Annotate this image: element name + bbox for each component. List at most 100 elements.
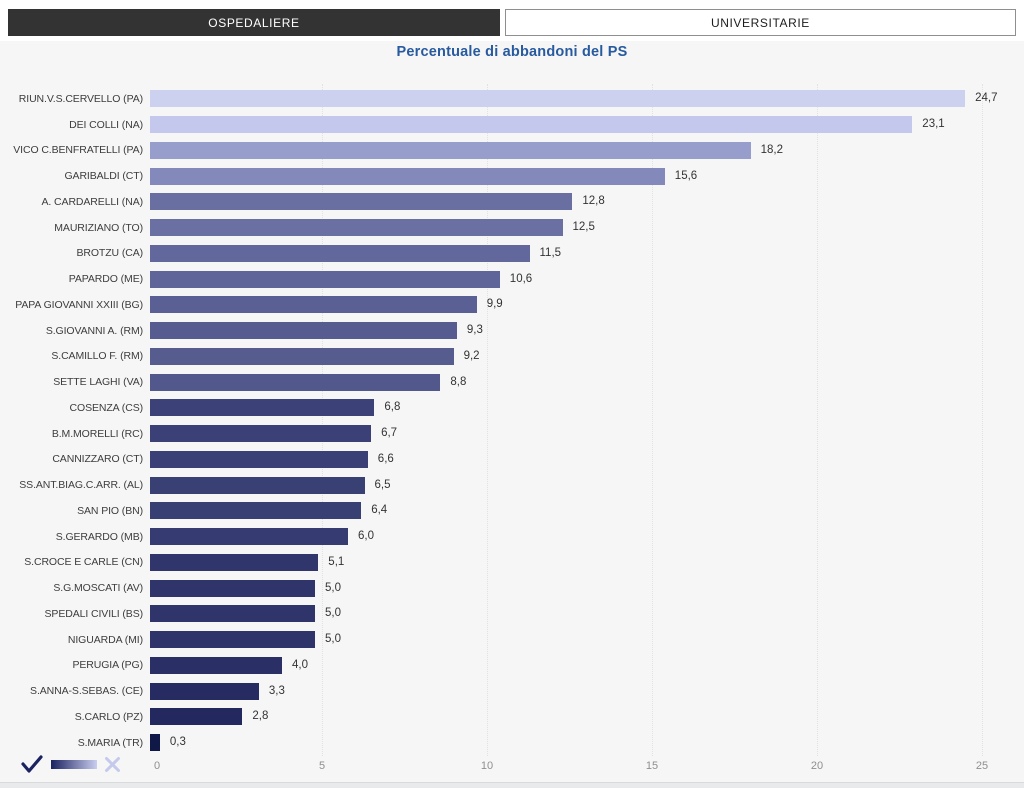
bar[interactable] — [150, 476, 365, 494]
chart-row: S.G.MOSCATI (AV) 5,0 — [0, 575, 1020, 601]
bar[interactable] — [150, 296, 477, 314]
bar[interactable] — [150, 734, 160, 752]
bar[interactable] — [150, 708, 243, 726]
chart-row: S.MARIA (TR) 0,3 — [0, 730, 1020, 756]
category-label: PERUGIA (PG) — [72, 659, 143, 672]
check-icon[interactable] — [20, 754, 44, 774]
chart-row: S.GIOVANNI A. (RM) 9,3 — [0, 318, 1020, 344]
bar[interactable] — [150, 528, 348, 546]
category-label-box: S.CAMILLO F. (RM) — [0, 350, 150, 362]
bar[interactable] — [150, 322, 457, 340]
bar[interactable] — [150, 219, 563, 237]
category-label: MAURIZIANO (TO) — [54, 221, 143, 234]
bar-area: 6,4 — [150, 502, 1020, 520]
chart-row: GARIBALDI (CT) 15,6 — [0, 163, 1020, 189]
bar[interactable] — [150, 270, 500, 288]
category-label-box: RIUN.V.S.CERVELLO (PA) — [0, 93, 150, 105]
bar[interactable] — [150, 116, 913, 134]
bar-area: 11,5 — [150, 244, 1020, 262]
bar[interactable] — [150, 631, 315, 649]
tab-ospedaliere[interactable]: OSPEDALIERE — [8, 9, 500, 36]
bar[interactable] — [150, 502, 362, 520]
bar-area: 9,9 — [150, 296, 1020, 314]
bar[interactable] — [150, 579, 315, 597]
value-label: 12,8 — [582, 195, 605, 208]
bar[interactable] — [150, 373, 441, 391]
axis-tick-label: 20 — [810, 760, 824, 772]
bar[interactable] — [150, 656, 282, 674]
bar[interactable] — [150, 425, 372, 443]
bar[interactable] — [150, 399, 375, 417]
bar-area: 6,5 — [150, 476, 1020, 494]
category-label-box: BROTZU (CA) — [0, 247, 150, 259]
bar[interactable] — [150, 347, 454, 365]
bar[interactable] — [150, 141, 751, 159]
value-label: 5,1 — [328, 555, 345, 568]
axis-tick-label: 0 — [153, 760, 161, 772]
bar[interactable] — [150, 605, 315, 623]
category-label-box: GARIBALDI (CT) — [0, 170, 150, 182]
category-label-box: S.CROCE E CARLE (CN) — [0, 556, 150, 568]
value-label: 9,2 — [463, 349, 480, 362]
value-label: 6,5 — [374, 478, 391, 491]
value-label: 24,7 — [975, 92, 998, 105]
category-label-box: S.GERARDO (MB) — [0, 531, 150, 543]
tab-universitarie[interactable]: UNIVERSITARIE — [504, 9, 1016, 36]
category-label-box: S.ANNA-S.SEBAS. (CE) — [0, 685, 150, 697]
value-label: 2,8 — [252, 710, 269, 723]
category-label: S.GERARDO (MB) — [55, 530, 143, 543]
category-label: S.CROCE E CARLE (CN) — [24, 556, 143, 569]
value-label: 6,6 — [377, 452, 394, 465]
bar[interactable] — [150, 90, 966, 108]
bar-area: 6,0 — [150, 528, 1020, 546]
category-label-box: S.CARLO (PZ) — [0, 711, 150, 723]
close-icon[interactable] — [104, 756, 121, 773]
chart-row: S.ANNA-S.SEBAS. (CE) 3,3 — [0, 678, 1020, 704]
bar-area: 5,1 — [150, 553, 1020, 571]
value-label: 4,0 — [292, 658, 308, 671]
bar[interactable] — [150, 553, 319, 571]
bar[interactable] — [150, 167, 665, 185]
tab-bar: OSPEDALIERE UNIVERSITARIE — [8, 9, 1016, 36]
chart-row: SS.ANT.BIAG.C.ARR. (AL) 6,5 — [0, 472, 1020, 498]
category-label: B.M.MORELLI (RC) — [51, 427, 143, 440]
category-label-box: DEI COLLI (NA) — [0, 119, 150, 131]
bar-rows: RIUN.V.S.CERVELLO (PA) 24,7 DEI COLLI (NA)… — [0, 86, 1020, 756]
chart-row: S.CARLO (PZ) 2,8 — [0, 704, 1020, 730]
chart-row: S.GERARDO (MB) 6,0 — [0, 524, 1020, 550]
bar[interactable] — [150, 682, 259, 700]
value-label: 23,1 — [922, 118, 945, 131]
chart-row: B.M.MORELLI (RC) 6,7 — [0, 421, 1020, 447]
category-label-box: S.MARIA (TR) — [0, 737, 150, 749]
category-label-box: SPEDALI CIVILI (BS) — [0, 608, 150, 620]
bar-area: 2,8 — [150, 708, 1020, 726]
bar[interactable] — [150, 244, 530, 262]
bar-area: 9,2 — [150, 347, 1020, 365]
category-label-box: A. CARDARELLI (NA) — [0, 196, 150, 208]
category-label: SAN PIO (BN) — [77, 504, 143, 517]
axis-tick-label: 15 — [645, 760, 659, 772]
category-label-box: S.G.MOSCATI (AV) — [0, 582, 150, 594]
axis-tick-label: 10 — [480, 760, 494, 772]
bar[interactable] — [150, 193, 573, 211]
category-label: DEI COLLI (NA) — [69, 118, 143, 131]
category-label-box: B.M.MORELLI (RC) — [0, 428, 150, 440]
bar-area: 5,0 — [150, 605, 1020, 623]
chart-row: SPEDALI CIVILI (BS) 5,0 — [0, 601, 1020, 627]
bar-area: 0,3 — [150, 734, 1020, 752]
bar-area: 18,2 — [150, 141, 1020, 159]
chart-row: S.CROCE E CARLE (CN) 5,1 — [0, 550, 1020, 576]
bar-area: 12,8 — [150, 193, 1020, 211]
bar[interactable] — [150, 450, 368, 468]
chart-row: BROTZU (CA) 11,5 — [0, 241, 1020, 267]
chart-row: A. CARDARELLI (NA) 12,8 — [0, 189, 1020, 215]
category-label: BROTZU (CA) — [76, 247, 143, 260]
category-label: S.ANNA-S.SEBAS. (CE) — [30, 685, 143, 698]
chart-row: SETTE LAGHI (VA) 8,8 — [0, 369, 1020, 395]
value-label: 6,8 — [384, 401, 401, 414]
value-label: 8,8 — [450, 375, 467, 388]
category-label-box: S.GIOVANNI A. (RM) — [0, 325, 150, 337]
chart-row: S.CAMILLO F. (RM) 9,2 — [0, 344, 1020, 370]
chart-row: NIGUARDA (MI) 5,0 — [0, 627, 1020, 653]
